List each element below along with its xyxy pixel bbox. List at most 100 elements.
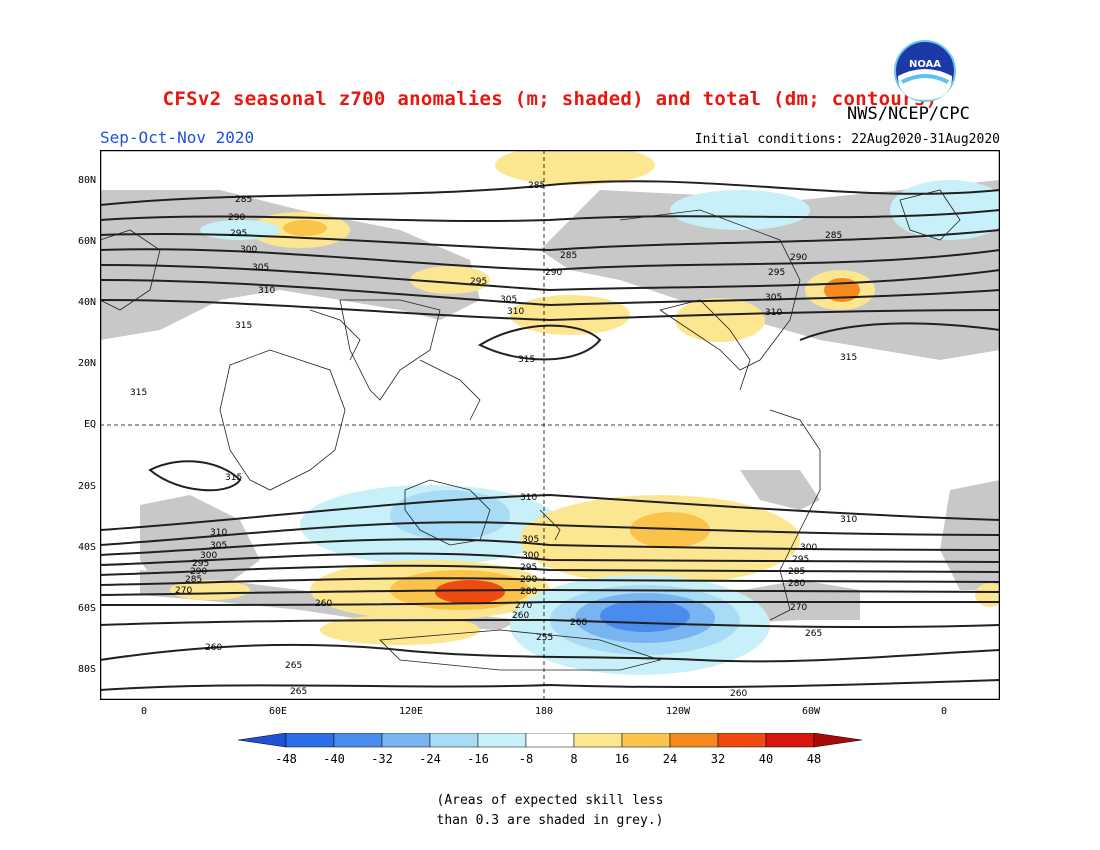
- anomaly-map[interactable]: 285 290 295 300 305 310 315 295 305 310 …: [100, 150, 1000, 700]
- colorbar-label: -24: [419, 752, 441, 766]
- svg-text:295: 295: [192, 559, 209, 569]
- svg-text:295: 295: [230, 229, 247, 239]
- svg-text:260: 260: [512, 611, 529, 621]
- svg-text:315: 315: [130, 388, 147, 398]
- colorbar-segment: [621, 733, 671, 748]
- svg-text:310: 310: [520, 493, 537, 503]
- svg-text:285: 285: [788, 567, 805, 577]
- lat-label: 40S: [77, 542, 96, 553]
- colorbar-segment: [333, 733, 383, 748]
- skill-note-line-2: than 0.3 are shaded in grey.): [436, 813, 664, 828]
- colorbar-label: 24: [662, 752, 678, 766]
- colorbar-label: 32: [710, 752, 726, 766]
- svg-text:305: 305: [500, 295, 517, 305]
- lat-label: 80S: [77, 664, 96, 675]
- svg-text:310: 310: [210, 528, 227, 538]
- colorbar-segment: [765, 733, 815, 748]
- colorbar-label: 40: [758, 752, 774, 766]
- svg-text:265: 265: [805, 629, 822, 639]
- lon-label: 60W: [801, 706, 821, 717]
- svg-text:285: 285: [560, 251, 577, 261]
- lon-label: 0: [940, 706, 948, 717]
- svg-text:305: 305: [765, 293, 782, 303]
- svg-text:270: 270: [175, 586, 192, 596]
- svg-text:300: 300: [800, 543, 817, 553]
- svg-text:310: 310: [507, 307, 524, 317]
- svg-text:310: 310: [840, 515, 857, 525]
- svg-text:285: 285: [528, 181, 545, 191]
- contour-labels: 285 290 295 300 305 310 315 295 305 310 …: [130, 181, 857, 699]
- lat-label: 60N: [77, 236, 96, 247]
- colorbar-segment: [285, 733, 335, 748]
- svg-text:260: 260: [730, 689, 747, 699]
- svg-text:290: 290: [520, 575, 537, 585]
- lat-label: 60S: [77, 603, 96, 614]
- chart-title: CFSv2 seasonal z700 anomalies (m; shaded…: [162, 88, 938, 110]
- svg-text:270: 270: [790, 603, 807, 613]
- svg-text:285: 285: [185, 575, 202, 585]
- svg-text:290: 290: [228, 213, 245, 223]
- svg-text:315: 315: [225, 473, 242, 483]
- skill-note-line-1: (Areas of expected skill less: [436, 793, 664, 808]
- svg-text:305: 305: [252, 263, 269, 273]
- svg-text:300: 300: [200, 551, 217, 561]
- noaa-logo: NOAA: [894, 40, 956, 102]
- svg-text:290: 290: [190, 567, 207, 577]
- svg-text:255: 255: [536, 633, 553, 643]
- colorbar-segment: [525, 733, 575, 748]
- height-contours: [100, 180, 1000, 691]
- svg-text:290: 290: [790, 253, 807, 263]
- colorbar-segment: [429, 733, 479, 748]
- lon-label: 0: [140, 706, 148, 717]
- colorbar-segment: [669, 733, 719, 748]
- lon-label: 120W: [665, 706, 691, 717]
- colorbar-label: -8: [518, 752, 534, 766]
- colorbar-segment: [238, 733, 287, 748]
- svg-text:290: 290: [545, 268, 562, 278]
- colorbar: [238, 733, 862, 748]
- lon-label: 120E: [398, 706, 424, 717]
- colorbar-segment: [477, 733, 527, 748]
- lat-label: EQ: [83, 419, 96, 430]
- svg-text:265: 265: [290, 687, 307, 697]
- svg-text:260: 260: [205, 643, 222, 653]
- lon-label: 60E: [268, 706, 288, 717]
- colorbar-label: 8: [570, 752, 578, 766]
- svg-text:280: 280: [520, 587, 537, 597]
- colorbar-label: -40: [323, 752, 345, 766]
- season-label: Sep-Oct-Nov 2020: [100, 128, 255, 147]
- lat-label: 20S: [77, 481, 96, 492]
- lat-label: 80N: [77, 175, 96, 186]
- svg-text:270: 270: [515, 601, 532, 611]
- svg-text:300: 300: [240, 245, 257, 255]
- svg-text:310: 310: [765, 308, 782, 318]
- svg-text:300: 300: [522, 551, 539, 561]
- agency-label: NWS/NCEP/CPC: [847, 104, 970, 124]
- initial-conditions-label: Initial conditions: 22Aug2020-31Aug2020: [694, 132, 1000, 147]
- svg-text:285: 285: [235, 195, 252, 205]
- colorbar-label: -16: [467, 752, 489, 766]
- svg-text:280: 280: [788, 579, 805, 589]
- lon-label: 180: [534, 706, 554, 717]
- colorbar-label: 16: [614, 752, 630, 766]
- colorbar-segment: [717, 733, 767, 748]
- svg-text:305: 305: [210, 541, 227, 551]
- svg-text:NOAA: NOAA: [909, 59, 941, 70]
- colorbar-label: 48: [806, 752, 822, 766]
- svg-text:260: 260: [315, 599, 332, 609]
- lat-label: 20N: [77, 358, 96, 369]
- svg-text:305: 305: [522, 535, 539, 545]
- svg-text:285: 285: [825, 231, 842, 241]
- svg-text:315: 315: [840, 353, 857, 363]
- colorbar-label: -48: [275, 752, 297, 766]
- svg-text:295: 295: [792, 555, 809, 565]
- svg-text:265: 265: [285, 661, 302, 671]
- svg-text:310: 310: [258, 286, 275, 296]
- colorbar-segment: [381, 733, 431, 748]
- colorbar-segment: [573, 733, 623, 748]
- map-frame: [100, 150, 1000, 700]
- svg-text:260: 260: [570, 618, 587, 628]
- lat-label: 40N: [77, 297, 96, 308]
- svg-text:315: 315: [235, 321, 252, 331]
- colorbar-segment: [813, 733, 862, 748]
